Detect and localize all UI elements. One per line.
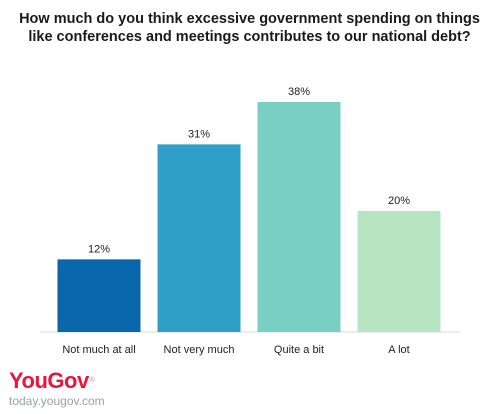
- bar-2: [157, 144, 241, 332]
- value-label-4: 20%: [388, 195, 410, 207]
- value-label-3: 38%: [288, 86, 310, 98]
- category-label-2: Not very much: [164, 344, 235, 356]
- yougov-logo: YouGov®: [9, 368, 95, 393]
- brand-text: YouGov: [9, 368, 89, 393]
- value-label-2: 31%: [188, 128, 210, 140]
- chart-title: How much do you think excessive governme…: [0, 10, 499, 46]
- category-label-3: Quite a bit: [274, 344, 324, 356]
- trademark-symbol: ®: [89, 377, 95, 384]
- category-label-4: A lot: [388, 344, 409, 356]
- category-label-1: Not much at all: [62, 344, 135, 356]
- chart-title-line-2: like conferences and meetings contribute…: [28, 29, 471, 45]
- site-url: today.yougov.com: [9, 394, 105, 408]
- chart-title-line-1: How much do you think excessive governme…: [19, 11, 480, 27]
- value-label-1: 12%: [88, 243, 110, 255]
- bar-4: [357, 210, 441, 332]
- bar-3: [257, 102, 341, 332]
- bar-1: [57, 259, 141, 332]
